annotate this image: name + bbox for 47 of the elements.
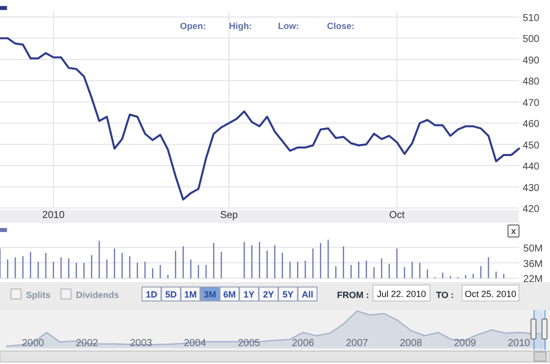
text: TO :	[436, 290, 454, 300]
x-tick-label: 2006	[292, 338, 315, 349]
x-tick-label: 2005	[238, 338, 261, 349]
text: 1M	[184, 290, 197, 300]
close-button: x	[508, 224, 520, 238]
y-tick-label: 470	[522, 98, 540, 109]
x-tick-label: 2009	[454, 338, 477, 349]
y-tick-label: 440	[522, 162, 540, 173]
y-tick-label: 510	[522, 13, 540, 24]
text: 5Y	[282, 290, 294, 300]
annotation: Close:	[327, 21, 355, 31]
y-tick-label: 50M	[523, 243, 543, 254]
y-tick-label: 420	[522, 204, 540, 215]
x-tick-label: 2010	[42, 210, 65, 221]
x-tick-label: 2000	[22, 338, 45, 349]
annotation: High:	[229, 21, 252, 31]
y-tick-label: 460	[522, 119, 540, 130]
text: 3M	[204, 290, 216, 300]
text: 1Y	[243, 290, 255, 300]
y-tick-label: 480	[522, 76, 540, 88]
x-tick-label: 2010	[508, 338, 531, 349]
x-tick-label: 2008	[400, 338, 423, 349]
text: 6M	[223, 290, 236, 300]
y-tick-label: 490	[522, 55, 540, 66]
text: 5D	[165, 290, 178, 300]
annotation: Open:	[180, 21, 206, 31]
y-tick-label: 500	[522, 34, 540, 46]
y-tick-label: 430	[522, 182, 540, 194]
x-tick-label: 2004	[184, 338, 207, 349]
text: Splits	[26, 290, 51, 300]
text: All	[302, 290, 314, 300]
x-tick-label: 2002	[76, 338, 99, 349]
x-tick-label: Oct	[389, 210, 405, 221]
line-series	[0, 37, 520, 201]
text: Dividends	[76, 290, 120, 300]
x-tick-label: 2003	[130, 338, 153, 349]
text: 1D	[146, 290, 158, 300]
annotation: Low:	[278, 21, 299, 31]
text: 2Y	[262, 290, 274, 300]
text: Oct 25. 2010	[464, 289, 516, 299]
x-tick-label: Sep	[220, 210, 238, 221]
y-tick-label: 450	[522, 140, 540, 152]
y-tick-label: 22M	[523, 274, 543, 286]
text: FROM :	[337, 290, 369, 300]
text: Jul 22. 2010	[376, 289, 426, 299]
x-tick-label: 2007	[346, 338, 369, 349]
y-tick-label: 36M	[523, 258, 543, 270]
